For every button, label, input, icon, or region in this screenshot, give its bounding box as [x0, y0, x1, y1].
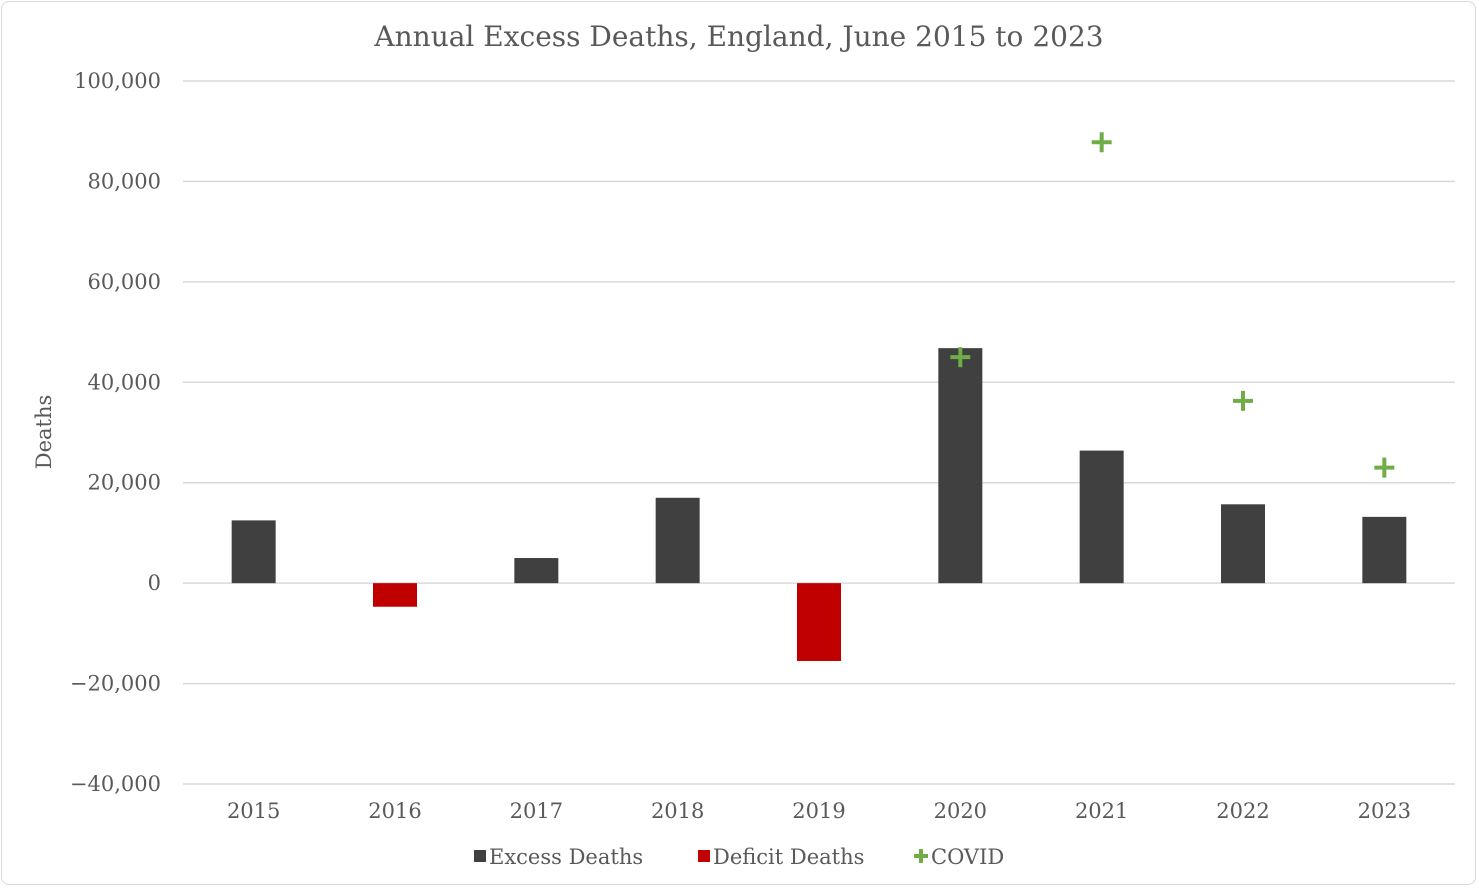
legend-swatch	[474, 850, 486, 862]
excess-deaths-bar	[1079, 450, 1124, 584]
y-tick-label: 60,000	[88, 270, 161, 294]
legend-label: COVID	[931, 845, 1004, 869]
legend-label: Excess Deaths	[489, 845, 643, 869]
chart-title: Annual Excess Deaths, England, June 2015…	[373, 20, 1103, 53]
y-tick-label: 0	[148, 571, 161, 595]
legend: Excess Deaths Deficit Deaths COVID	[474, 845, 1004, 869]
x-tick-label: 2019	[792, 799, 845, 823]
legend-marker	[914, 849, 928, 863]
legend-item: Excess Deaths	[474, 845, 643, 869]
y-axis-label: Deaths	[32, 395, 56, 470]
x-tick-label: 2015	[227, 799, 280, 823]
legend-label: Deficit Deaths	[713, 845, 864, 869]
excess-deaths-bar	[1221, 504, 1265, 584]
y-tick-label: 20,000	[88, 471, 161, 495]
x-tick-label: 2018	[651, 799, 704, 823]
covid-marker	[1374, 457, 1395, 478]
gridlines	[183, 80, 1455, 785]
y-tick-label: −20,000	[70, 672, 161, 696]
x-tick-label: 2021	[1075, 799, 1128, 823]
excess-deaths-bar	[938, 348, 983, 584]
covid-markers	[950, 132, 1395, 478]
y-axis-ticks: 100,000 80,000 60,000 40,000 20,000 0 −20,000 −…	[70, 69, 161, 796]
excess-deaths-bar	[514, 558, 559, 584]
legend-item: COVID	[914, 845, 1004, 869]
x-tick-label: 2022	[1216, 799, 1269, 823]
x-tick-label: 2017	[510, 799, 563, 823]
deficit-deaths-bar	[797, 583, 841, 661]
bars	[231, 348, 1407, 661]
legend-swatch	[698, 850, 710, 862]
x-tick-label: 2016	[368, 799, 421, 823]
excess-deaths-bar	[1362, 516, 1407, 584]
excess-deaths-bar	[655, 497, 700, 584]
x-tick-label: 2020	[934, 799, 987, 823]
covid-marker	[1091, 132, 1112, 153]
y-tick-label: 80,000	[88, 169, 161, 193]
x-axis-ticks: 2015 2016 2017 2018 2019 2020 2021 2022 2023	[227, 799, 1411, 823]
excess-deaths-bar	[231, 520, 276, 584]
y-tick-label: 100,000	[74, 69, 161, 93]
deficit-deaths-bar	[373, 583, 417, 607]
covid-marker	[950, 347, 971, 368]
covid-marker	[1233, 390, 1253, 411]
legend-item: Deficit Deaths	[698, 845, 864, 869]
x-tick-label: 2023	[1358, 799, 1411, 823]
y-tick-label: −40,000	[70, 772, 161, 796]
y-tick-label: 40,000	[88, 370, 161, 394]
